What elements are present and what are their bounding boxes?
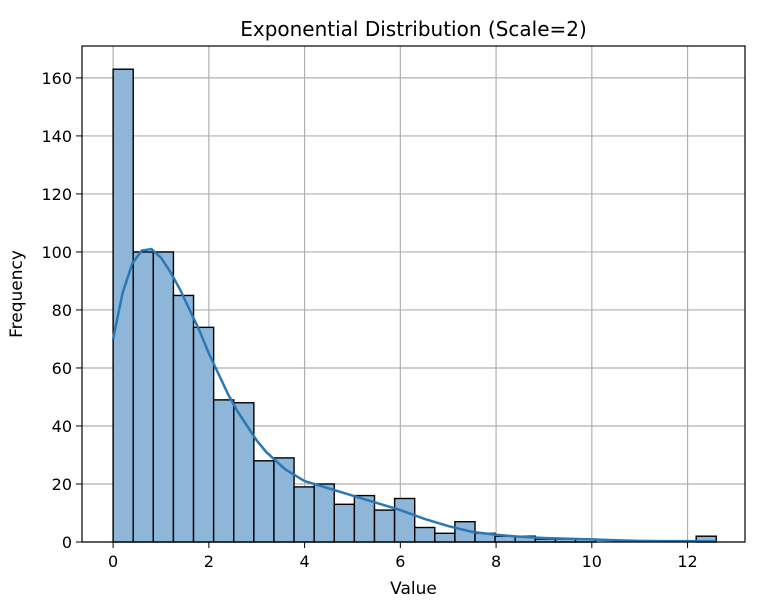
y-tick-label: 140 bbox=[41, 127, 72, 146]
histogram-bar bbox=[172, 294, 195, 543]
x-axis-label: Value bbox=[390, 579, 437, 599]
plot-frame bbox=[81, 45, 746, 543]
histogram-bar bbox=[152, 251, 175, 543]
histogram-bar bbox=[333, 503, 356, 543]
y-tick-label: 0 bbox=[62, 533, 72, 552]
x-tick-label: 0 bbox=[108, 552, 118, 571]
histogram-bar bbox=[212, 399, 235, 543]
y-tick-label: 80 bbox=[52, 301, 72, 320]
histogram-bar bbox=[434, 532, 456, 543]
y-tick-label: 160 bbox=[41, 69, 72, 88]
y-tick-label: 60 bbox=[52, 359, 72, 378]
histogram-bar bbox=[233, 402, 255, 543]
y-tick-label: 120 bbox=[41, 185, 72, 204]
histogram-bar bbox=[273, 457, 295, 543]
kde-curve bbox=[111, 247, 717, 543]
histogram-bar bbox=[112, 68, 134, 543]
histogram-bars bbox=[112, 68, 717, 543]
x-tick-label: 8 bbox=[491, 552, 501, 571]
x-tick-label: 12 bbox=[677, 552, 697, 571]
histogram-bar bbox=[393, 497, 416, 543]
histogram-bar bbox=[132, 251, 155, 543]
x-tick-label: 2 bbox=[204, 552, 214, 571]
y-tick-label: 100 bbox=[41, 243, 72, 262]
histogram-bar bbox=[413, 526, 436, 543]
x-tick-label: 4 bbox=[300, 552, 310, 571]
y-tick-label: 20 bbox=[52, 475, 72, 494]
histogram-bar bbox=[373, 509, 396, 543]
y-tick-label: 40 bbox=[52, 417, 72, 436]
histogram-bar bbox=[313, 483, 335, 543]
chart-title: Exponential Distribution (Scale=2) bbox=[240, 17, 587, 41]
x-tick-label: 6 bbox=[395, 552, 405, 571]
histogram-bar bbox=[293, 486, 315, 543]
y-axis-label: Frequency bbox=[7, 250, 27, 338]
histogram-bar bbox=[253, 460, 275, 543]
x-tick-label: 10 bbox=[582, 552, 602, 571]
